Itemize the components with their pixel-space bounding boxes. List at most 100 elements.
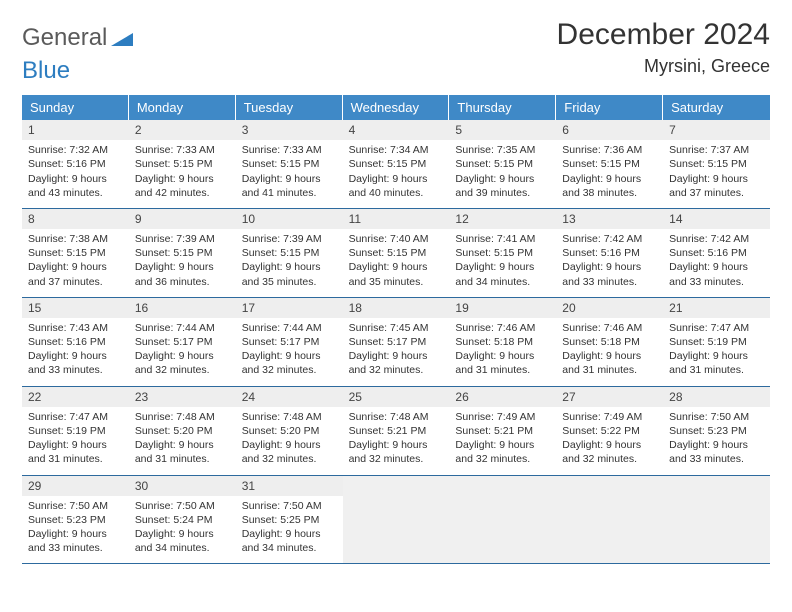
- daylight-line: and 37 minutes.: [28, 275, 123, 289]
- day-cell: 27Sunrise: 7:49 AMSunset: 5:22 PMDayligh…: [556, 387, 663, 475]
- daylight-line: and 32 minutes.: [455, 452, 550, 466]
- day-cell: [663, 476, 770, 564]
- daylight-line: and 32 minutes.: [242, 363, 337, 377]
- day-cell: 13Sunrise: 7:42 AMSunset: 5:16 PMDayligh…: [556, 209, 663, 297]
- sun-time-line: Sunset: 5:18 PM: [562, 335, 657, 349]
- sun-time-line: Sunset: 5:23 PM: [28, 513, 123, 527]
- sun-time-line: Sunset: 5:15 PM: [135, 157, 230, 171]
- day-number: 17: [236, 298, 343, 318]
- day-cell: 10Sunrise: 7:39 AMSunset: 5:15 PMDayligh…: [236, 209, 343, 297]
- day-number: 28: [663, 387, 770, 407]
- sun-time-line: Sunrise: 7:42 AM: [669, 232, 764, 246]
- sun-time-line: Sunset: 5:24 PM: [135, 513, 230, 527]
- weekday-header: Monday: [129, 95, 236, 120]
- daylight-line: Daylight: 9 hours: [349, 172, 444, 186]
- daylight-line: and 31 minutes.: [455, 363, 550, 377]
- daylight-line: and 43 minutes.: [28, 186, 123, 200]
- daylight-line: and 35 minutes.: [242, 275, 337, 289]
- daylight-line: Daylight: 9 hours: [669, 349, 764, 363]
- day-cell: 8Sunrise: 7:38 AMSunset: 5:15 PMDaylight…: [22, 209, 129, 297]
- daylight-line: and 32 minutes.: [135, 363, 230, 377]
- daylight-line: Daylight: 9 hours: [562, 172, 657, 186]
- weekday-header: Sunday: [22, 95, 129, 120]
- daylight-line: Daylight: 9 hours: [135, 527, 230, 541]
- daylight-line: and 38 minutes.: [562, 186, 657, 200]
- sun-time-line: Sunrise: 7:33 AM: [135, 143, 230, 157]
- daylight-line: Daylight: 9 hours: [242, 172, 337, 186]
- daylight-line: and 31 minutes.: [669, 363, 764, 377]
- day-cell: 19Sunrise: 7:46 AMSunset: 5:18 PMDayligh…: [449, 298, 556, 386]
- week-row: 8Sunrise: 7:38 AMSunset: 5:15 PMDaylight…: [22, 209, 770, 298]
- weekday-header-row: Sunday Monday Tuesday Wednesday Thursday…: [22, 95, 770, 120]
- daylight-line: Daylight: 9 hours: [135, 260, 230, 274]
- day-number: 6: [556, 120, 663, 140]
- day-number: 25: [343, 387, 450, 407]
- day-cell: 11Sunrise: 7:40 AMSunset: 5:15 PMDayligh…: [343, 209, 450, 297]
- day-cell: 9Sunrise: 7:39 AMSunset: 5:15 PMDaylight…: [129, 209, 236, 297]
- daylight-line: and 31 minutes.: [562, 363, 657, 377]
- daylight-line: Daylight: 9 hours: [349, 349, 444, 363]
- daylight-line: Daylight: 9 hours: [349, 438, 444, 452]
- sun-time-line: Sunset: 5:15 PM: [28, 246, 123, 260]
- sun-time-line: Sunset: 5:17 PM: [349, 335, 444, 349]
- day-number: 31: [236, 476, 343, 496]
- daylight-line: Daylight: 9 hours: [28, 172, 123, 186]
- day-cell: 1Sunrise: 7:32 AMSunset: 5:16 PMDaylight…: [22, 120, 129, 208]
- sun-time-line: Sunset: 5:15 PM: [135, 246, 230, 260]
- day-number: 12: [449, 209, 556, 229]
- daylight-line: Daylight: 9 hours: [562, 349, 657, 363]
- day-cell: 21Sunrise: 7:47 AMSunset: 5:19 PMDayligh…: [663, 298, 770, 386]
- daylight-line: Daylight: 9 hours: [242, 527, 337, 541]
- sun-time-line: Sunset: 5:15 PM: [242, 157, 337, 171]
- sun-time-line: Sunrise: 7:41 AM: [455, 232, 550, 246]
- sun-time-line: Sunrise: 7:47 AM: [28, 410, 123, 424]
- weeks-container: 1Sunrise: 7:32 AMSunset: 5:16 PMDaylight…: [22, 120, 770, 564]
- day-cell: 29Sunrise: 7:50 AMSunset: 5:23 PMDayligh…: [22, 476, 129, 564]
- daylight-line: and 40 minutes.: [349, 186, 444, 200]
- sun-time-line: Sunset: 5:15 PM: [669, 157, 764, 171]
- day-number: 23: [129, 387, 236, 407]
- sun-time-line: Sunset: 5:20 PM: [135, 424, 230, 438]
- daylight-line: and 42 minutes.: [135, 186, 230, 200]
- weekday-header: Wednesday: [343, 95, 450, 120]
- sun-time-line: Sunrise: 7:42 AM: [562, 232, 657, 246]
- sun-time-line: Sunrise: 7:40 AM: [349, 232, 444, 246]
- daylight-line: Daylight: 9 hours: [455, 260, 550, 274]
- daylight-line: and 34 minutes.: [455, 275, 550, 289]
- day-cell: 4Sunrise: 7:34 AMSunset: 5:15 PMDaylight…: [343, 120, 450, 208]
- sun-time-line: Sunrise: 7:32 AM: [28, 143, 123, 157]
- month-title: December 2024: [557, 18, 770, 52]
- sun-time-line: Sunrise: 7:35 AM: [455, 143, 550, 157]
- daylight-line: and 32 minutes.: [349, 363, 444, 377]
- week-row: 22Sunrise: 7:47 AMSunset: 5:19 PMDayligh…: [22, 387, 770, 476]
- sun-time-line: Sunset: 5:15 PM: [242, 246, 337, 260]
- daylight-line: and 32 minutes.: [349, 452, 444, 466]
- sun-time-line: Sunset: 5:16 PM: [28, 157, 123, 171]
- daylight-line: Daylight: 9 hours: [28, 349, 123, 363]
- daylight-line: and 32 minutes.: [562, 452, 657, 466]
- daylight-line: and 39 minutes.: [455, 186, 550, 200]
- day-number: 4: [343, 120, 450, 140]
- day-number: 18: [343, 298, 450, 318]
- sun-time-line: Sunset: 5:15 PM: [562, 157, 657, 171]
- day-number: 22: [22, 387, 129, 407]
- sun-time-line: Sunset: 5:23 PM: [669, 424, 764, 438]
- day-number: 8: [22, 209, 129, 229]
- sun-time-line: Sunset: 5:25 PM: [242, 513, 337, 527]
- day-cell: [343, 476, 450, 564]
- day-number: 2: [129, 120, 236, 140]
- sun-time-line: Sunrise: 7:48 AM: [349, 410, 444, 424]
- sun-time-line: Sunset: 5:17 PM: [242, 335, 337, 349]
- sun-time-line: Sunrise: 7:38 AM: [28, 232, 123, 246]
- logo-text-gray: General: [22, 24, 107, 52]
- day-cell: 5Sunrise: 7:35 AMSunset: 5:15 PMDaylight…: [449, 120, 556, 208]
- sun-time-line: Sunrise: 7:44 AM: [242, 321, 337, 335]
- sun-time-line: Sunset: 5:22 PM: [562, 424, 657, 438]
- day-cell: 12Sunrise: 7:41 AMSunset: 5:15 PMDayligh…: [449, 209, 556, 297]
- daylight-line: and 41 minutes.: [242, 186, 337, 200]
- day-cell: [556, 476, 663, 564]
- daylight-line: Daylight: 9 hours: [135, 438, 230, 452]
- sun-time-line: Sunrise: 7:46 AM: [455, 321, 550, 335]
- day-number: 9: [129, 209, 236, 229]
- day-cell: [449, 476, 556, 564]
